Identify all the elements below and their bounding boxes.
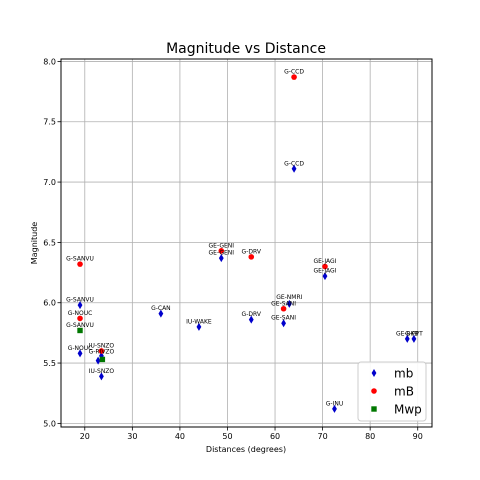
legend-box bbox=[357, 361, 427, 422]
mb-marker bbox=[332, 404, 337, 413]
x-tick-label: 90 bbox=[413, 432, 423, 441]
mb-marker bbox=[411, 334, 417, 343]
y-axis-label: Magnitude bbox=[30, 222, 39, 264]
point-label: GE-JAGI bbox=[313, 258, 336, 265]
mb-marker bbox=[280, 305, 287, 312]
x-tick-label: 50 bbox=[222, 432, 232, 441]
point-label: G-SANVU bbox=[66, 297, 94, 304]
point-label: GE-SANI bbox=[271, 300, 296, 307]
x-axis-label: Distances (degrees) bbox=[206, 445, 286, 454]
y-tick-label: 7.0 bbox=[43, 178, 56, 187]
x-tick-label: 20 bbox=[80, 432, 90, 441]
mwp-marker bbox=[99, 356, 106, 363]
point-label: G-SANVU bbox=[66, 322, 94, 329]
mb-marker bbox=[291, 164, 297, 173]
point-label: IU-WAKE bbox=[186, 318, 212, 325]
legend-marker-mwp bbox=[371, 406, 377, 412]
point-label: G-CAN bbox=[151, 305, 171, 312]
data-markers bbox=[77, 74, 417, 413]
legend-label-mwp: Mwp bbox=[394, 403, 422, 417]
y-tick-label: 8.0 bbox=[43, 57, 56, 66]
point-label: G-DRV bbox=[242, 248, 262, 255]
axis-ticks: 20 30 40 50 60 70 80 90 5.0 5.5 6.0 6.5 7.0 7.5 8.0 bbox=[43, 57, 423, 441]
y-tick-label: 6.5 bbox=[43, 238, 56, 247]
x-tick-label: 30 bbox=[127, 432, 137, 441]
chart-title: Magnitude vs Distance bbox=[166, 41, 326, 57]
x-tick-label: 60 bbox=[270, 432, 280, 441]
x-tick-label: 40 bbox=[175, 432, 185, 441]
x-tick-label: 70 bbox=[318, 432, 328, 441]
mb-marker bbox=[218, 254, 224, 263]
point-label: GE-BKB bbox=[396, 330, 419, 337]
mb-marker bbox=[99, 372, 104, 381]
y-tick-label: 7.5 bbox=[43, 118, 56, 127]
mb-marker bbox=[158, 309, 164, 318]
legend-marker-mb bbox=[371, 369, 377, 377]
legend-marker-mb bbox=[371, 388, 377, 394]
legend-label-mb: mB bbox=[394, 385, 414, 399]
mb-marker bbox=[281, 319, 286, 328]
point-label: GE-SANI bbox=[271, 315, 296, 322]
mwp-marker bbox=[77, 327, 83, 334]
mb-marker bbox=[291, 74, 297, 80]
point-label: GE-JAGI bbox=[313, 268, 336, 275]
point-label: G-NOUC bbox=[68, 345, 93, 352]
point-label: IU-SNZO bbox=[89, 342, 115, 349]
mb-marker bbox=[404, 334, 410, 343]
legend: mb mB Mwp bbox=[357, 361, 427, 422]
point-label: G-CCD bbox=[284, 160, 304, 167]
mb-marker bbox=[77, 301, 83, 310]
mb-marker bbox=[77, 349, 83, 358]
point-label: IU-SNZO bbox=[89, 368, 115, 375]
point-label: GE-GENI bbox=[209, 242, 235, 249]
x-tick-label: 80 bbox=[365, 432, 375, 441]
legend-label-mb: mb bbox=[394, 367, 413, 381]
mb-marker bbox=[286, 299, 292, 308]
mb-marker bbox=[322, 263, 328, 270]
point-label: G-RIVZO bbox=[89, 349, 115, 356]
mb-marker bbox=[77, 261, 83, 267]
mb-marker bbox=[322, 272, 328, 281]
point-label: GE-NMRI bbox=[276, 294, 302, 301]
y-tick-label: 6.0 bbox=[43, 299, 56, 308]
mb-marker bbox=[248, 254, 255, 260]
mb-marker bbox=[95, 356, 101, 365]
point-label: G-INU bbox=[326, 400, 343, 407]
point-label: G-CCD bbox=[284, 69, 304, 76]
y-tick-label: 5.5 bbox=[43, 359, 56, 368]
mb-marker bbox=[248, 315, 254, 324]
mb-marker bbox=[218, 248, 225, 254]
point-label: G-NOUC bbox=[68, 310, 93, 317]
point-label: G-PPT bbox=[405, 330, 423, 337]
mb-marker bbox=[77, 315, 83, 322]
y-tick-label: 5.0 bbox=[43, 419, 56, 428]
mb-marker bbox=[196, 322, 202, 331]
point-label: GE-GENI bbox=[209, 250, 235, 257]
point-label: G-DRV bbox=[242, 311, 262, 318]
plot-frame bbox=[60, 58, 433, 428]
point-label: G-SANVU bbox=[66, 256, 94, 263]
mb-marker bbox=[98, 348, 105, 354]
